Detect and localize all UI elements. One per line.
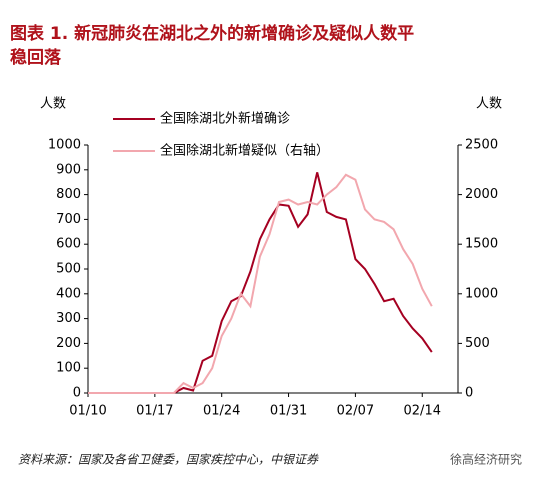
y2-tick-label: 1500 [465, 237, 498, 252]
y-tick-label: 400 [56, 286, 81, 301]
legend-label: 全国除湖北新增疑似（右轴） [160, 143, 329, 159]
x-tick-label: 01/31 [270, 404, 307, 419]
series-line [88, 172, 433, 394]
y-tick-label: 300 [56, 311, 81, 326]
chart-title: 稳回落 [10, 47, 62, 68]
y-tick-label: 900 [56, 162, 81, 177]
y-tick-label: 1000 [48, 138, 81, 153]
series-line [88, 173, 433, 394]
x-tick-label: 01/17 [136, 404, 173, 419]
x-tick-label: 02/07 [337, 404, 374, 419]
y-tick-label: 700 [56, 212, 81, 227]
y2-tick-label: 2500 [465, 138, 498, 153]
y-tick-label: 0 [73, 386, 81, 401]
y2-tick-label: 2000 [465, 187, 498, 202]
y-tick-label: 600 [56, 237, 81, 252]
y-tick-label: 100 [56, 361, 81, 376]
x-tick-label: 01/24 [203, 404, 240, 419]
y2-tick-label: 500 [465, 336, 490, 351]
y2-tick-label: 0 [465, 386, 473, 401]
y-axis-label: 人数 [40, 97, 66, 112]
source: 资料来源：国家及各省卫健委，国家疾控中心，中银证券 [18, 453, 319, 467]
x-tick-label: 02/14 [404, 404, 441, 419]
y-tick-label: 200 [56, 336, 81, 351]
y-tick-label: 500 [56, 262, 81, 277]
y2-axis-label: 人数 [476, 97, 502, 112]
x-tick-label: 01/10 [69, 404, 106, 419]
chart-title: 图表 1. 新冠肺炎在湖北之外的新增确诊及疑似人数平 [10, 23, 414, 44]
y-tick-label: 800 [56, 187, 81, 202]
legend-label: 全国除湖北外新增确诊 [160, 111, 290, 127]
y2-tick-label: 1000 [465, 286, 498, 301]
watermark: 徐高经济研究 [450, 452, 522, 467]
